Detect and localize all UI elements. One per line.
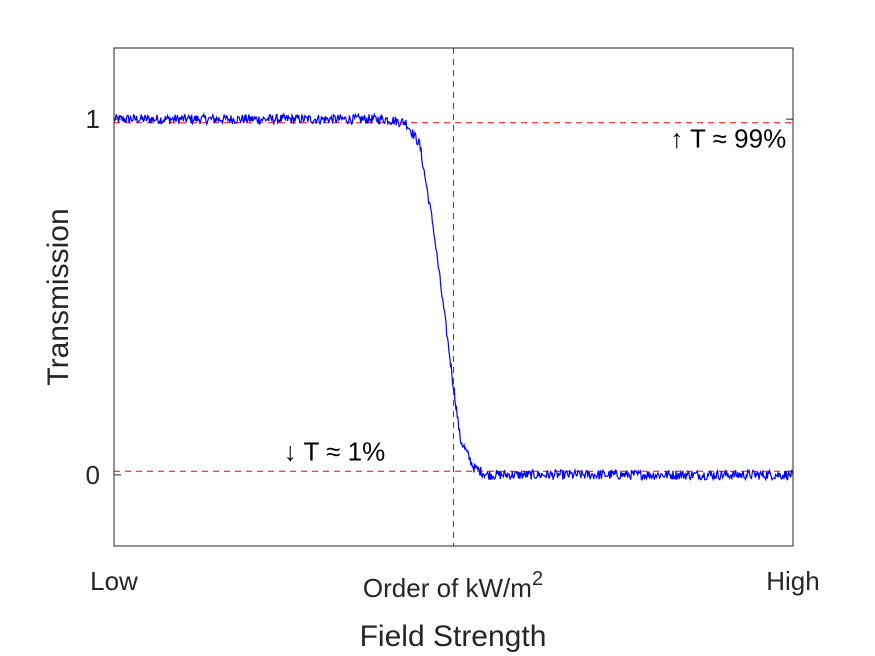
x-tick-label-low: Low (90, 566, 138, 596)
x-axis-title: Field Strength (360, 620, 547, 653)
reference-lines (114, 48, 793, 546)
annotations-layer: ↑ T ≈ 99% ↓ T ≈ 1% (284, 124, 786, 467)
y-axis-title: Transmission (42, 208, 75, 385)
plot-frame (113, 47, 794, 547)
x-tick-label-mid-sup: 2 (532, 568, 543, 590)
x-tick-label-high: High (766, 566, 819, 596)
x-tick-label-mid: Order of kW/m2 (363, 568, 543, 603)
annotation-1: ↓ T ≈ 1% (284, 437, 385, 467)
x-tick-label-mid-base: Order of kW/m (363, 573, 532, 603)
annotation-0: ↑ T ≈ 99% (670, 124, 786, 154)
y-tick-label-0: 0 (86, 460, 100, 490)
series-line-0 (113, 112, 794, 482)
y-tick-label-1: 1 (86, 104, 100, 134)
y-axis-ticks: 01 (86, 104, 793, 490)
series-layer (113, 112, 794, 482)
